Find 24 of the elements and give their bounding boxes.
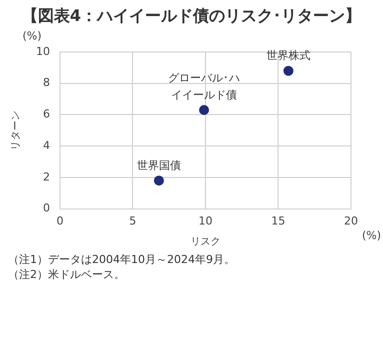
point: [199, 105, 210, 116]
text: (%): [362, 229, 381, 242]
x-tick-label: 0: [56, 214, 64, 228]
y-tick-label: 10: [36, 44, 50, 58]
y-tick-label: 8: [42, 76, 50, 90]
x-tick-label: 5: [129, 214, 136, 228]
y-tick-label: 2: [42, 170, 50, 184]
annotation: グローバル･ハイイールド債: [168, 71, 240, 102]
y-tick-label: 6: [42, 108, 50, 121]
chart-title: 【図表4：ハイイールド債のリスク･リターン】: [20, 5, 362, 27]
x-tick-label: 15: [271, 214, 286, 228]
text: (%): [22, 29, 42, 42]
text: （注1）データは2004年10月～2024年9月。: [8, 252, 236, 267]
annotation: 世界株式: [266, 49, 310, 62]
x-axis-title: リスク: [190, 236, 220, 248]
y-axis-title: リターン: [10, 110, 22, 150]
x-tick-label: 10: [198, 214, 212, 228]
point: [283, 66, 294, 76]
text: （注2）米ドルベース。: [8, 267, 126, 282]
point: [154, 176, 164, 186]
annotation: 世界国債: [136, 158, 181, 172]
y-tick-label: 4: [42, 138, 50, 152]
x-tick-label: 20: [344, 214, 358, 228]
y-tick-label: 0: [42, 202, 50, 215]
